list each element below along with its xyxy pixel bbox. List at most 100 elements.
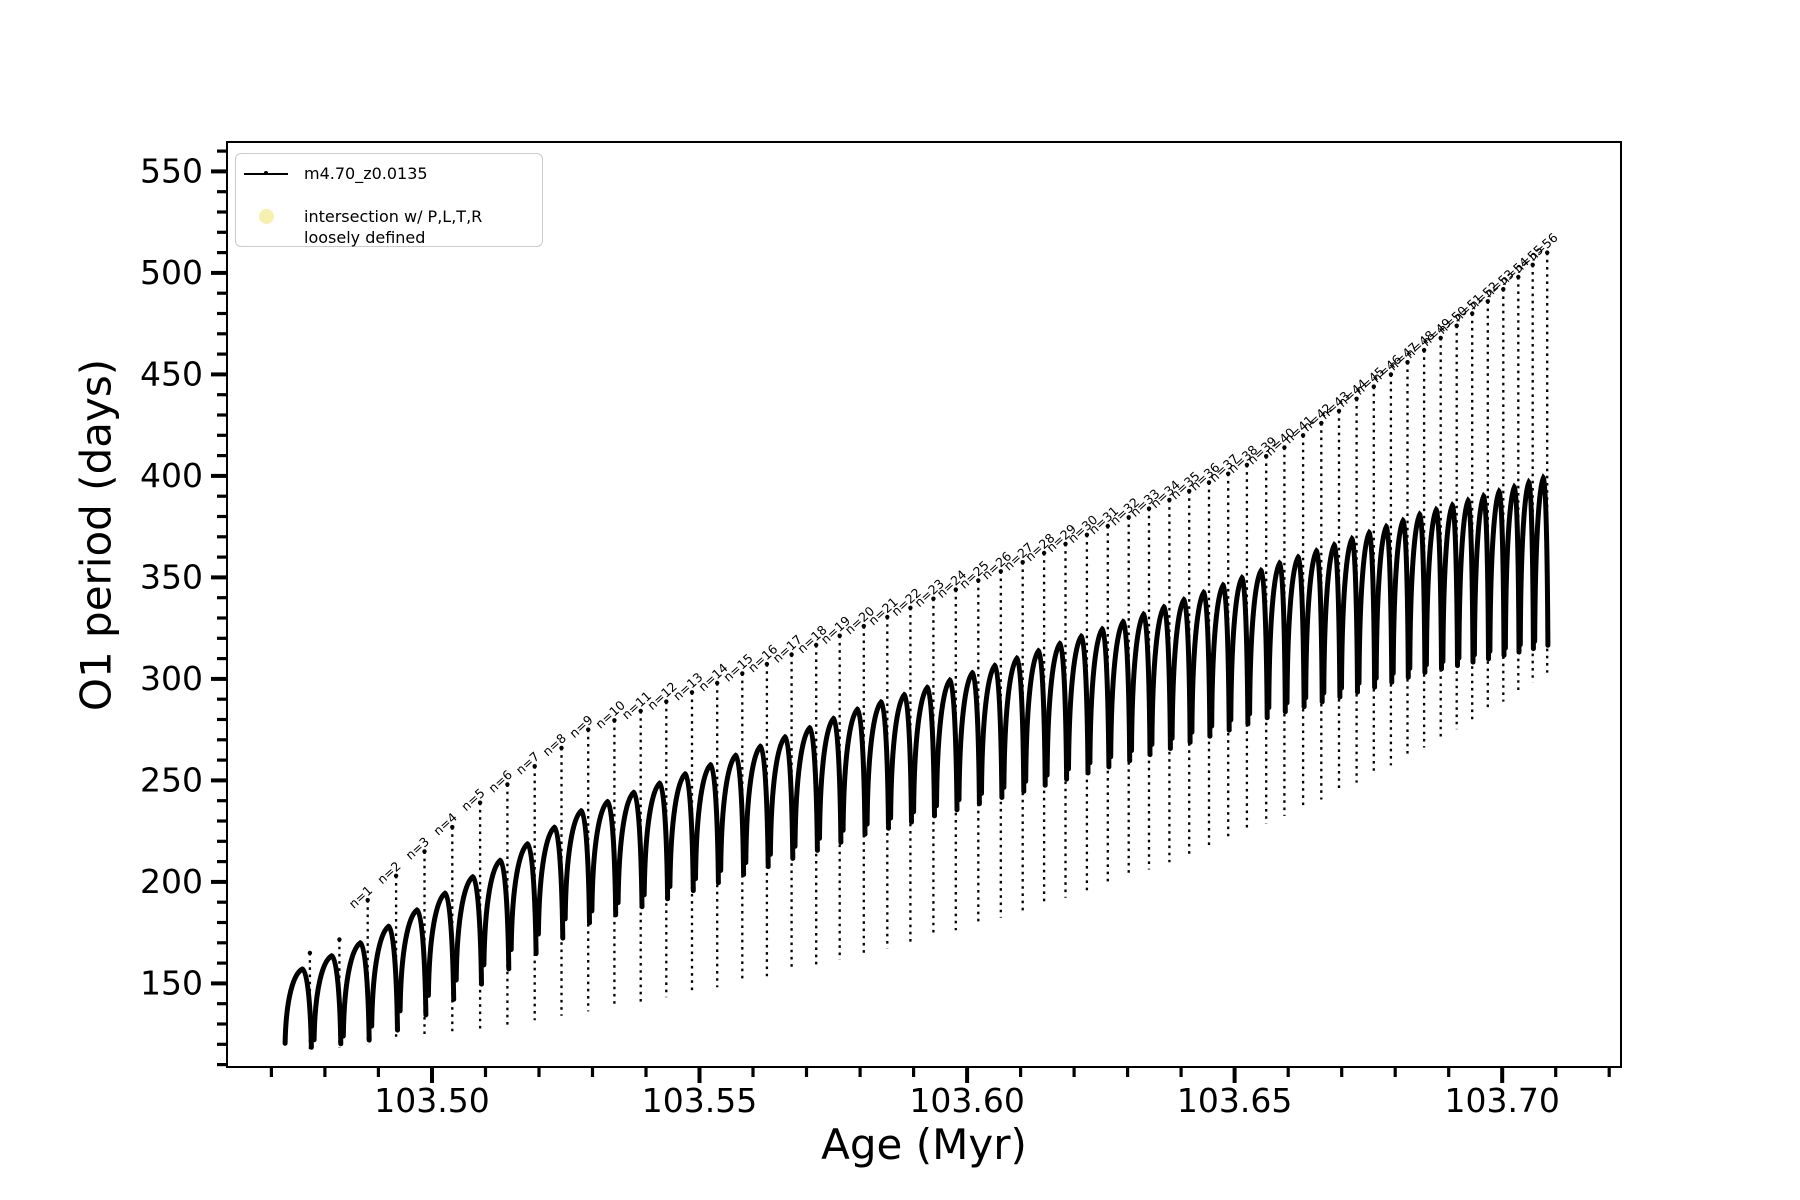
legend: m4.70_z0.0135 intersection w/ P,L,T,R lo… <box>235 153 543 247</box>
spike-top-marker <box>1126 515 1131 520</box>
spike-top-marker <box>612 718 617 723</box>
cycle-arc <box>1373 522 1395 685</box>
spike-top-marker <box>1501 287 1506 292</box>
cycle-arc <box>817 715 844 845</box>
y-tick-label: 300 <box>140 659 203 698</box>
cycle-arc <box>425 890 457 1002</box>
spike-top-marker <box>586 727 591 732</box>
spike-top-marker <box>1336 408 1342 414</box>
spike-top-marker <box>365 897 370 903</box>
legend-intersection-label: intersection w/ P,L,T,R loosely defined <box>304 206 482 248</box>
cycle-arc <box>840 706 868 837</box>
spike-top-marker <box>1105 523 1111 529</box>
spike-top-marker <box>505 782 510 787</box>
cycle-arc <box>911 684 937 819</box>
spike-top-marker <box>1206 480 1212 485</box>
cycle-arc <box>1321 540 1343 700</box>
spike-top-marker <box>976 578 981 583</box>
cycle-annotation: n=5 <box>458 785 488 814</box>
spike-top-marker <box>559 745 564 751</box>
spike-top-marker <box>1146 506 1152 511</box>
y-tick-label: 150 <box>140 963 203 1002</box>
spike-top-marker <box>1454 323 1459 328</box>
x-tick-label: 103.65 <box>1177 1081 1292 1120</box>
spike-top-marker <box>1020 560 1025 565</box>
spike-top-marker <box>477 800 483 805</box>
cycle-arc <box>535 824 566 941</box>
cycle-annotation: n=1 <box>346 883 376 912</box>
y-tick-label: 350 <box>140 557 203 596</box>
cycle-arc <box>562 807 592 926</box>
cycle-arc <box>718 752 747 877</box>
spike-top-marker <box>393 873 399 878</box>
legend-intersection-line1: intersection w/ P,L,T,R <box>304 207 483 226</box>
y-tick-label: 200 <box>140 862 203 901</box>
cycle-arc <box>1149 603 1173 751</box>
spike-top-marker <box>908 605 913 610</box>
cycle-arc <box>1108 618 1133 764</box>
cycle-arc <box>508 841 539 957</box>
spike-top-marker <box>953 587 958 592</box>
spike-top-marker <box>1319 420 1324 426</box>
cycle-arc <box>1423 505 1444 672</box>
cycle-annotation: n=4 <box>430 810 460 839</box>
cycle-arc <box>792 724 820 853</box>
spike-top-marker <box>837 633 842 638</box>
y-tick-label: 400 <box>140 456 203 495</box>
spike-top-marker <box>764 661 770 667</box>
x-tick-label: 103.55 <box>642 1081 757 1120</box>
cycle-annotation: n=6 <box>485 767 515 796</box>
spike-top-marker <box>1516 274 1521 280</box>
cycle-arc <box>615 789 645 910</box>
spike-top-marker <box>861 623 866 629</box>
legend-intersection-line2: loosely defined <box>304 228 426 247</box>
legend-circle-icon <box>259 209 274 224</box>
cycle-arc <box>864 698 891 831</box>
cycle-arc <box>1532 473 1551 648</box>
cycle-arc <box>1129 610 1153 758</box>
spike-top-marker <box>931 596 936 601</box>
spike-top-marker <box>1264 454 1269 459</box>
spike-top-marker <box>1187 488 1192 494</box>
spike-top-marker <box>1244 462 1250 468</box>
cycle-arc <box>956 669 982 807</box>
cycle-arc <box>481 857 512 972</box>
spike-top-marker <box>664 699 669 704</box>
legend-series-label: m4.70_z0.0135 <box>304 164 428 183</box>
spike-top-marker <box>1405 360 1410 365</box>
cycle-arc <box>1087 625 1112 770</box>
spike-top-marker <box>814 642 819 648</box>
cycle-arc <box>934 676 960 813</box>
x-tick-label: 103.60 <box>909 1081 1024 1120</box>
spike-top-marker <box>1167 497 1172 503</box>
cycle-arc <box>1066 632 1091 776</box>
y-tick-label: 500 <box>140 253 203 292</box>
cycle-arc <box>743 743 771 870</box>
spike-top-marker <box>1041 550 1047 556</box>
cycle-annotation: n=3 <box>402 834 432 863</box>
cycle-arc <box>340 940 372 1043</box>
spike-top-marker <box>337 937 342 942</box>
spike-top-marker <box>307 950 313 956</box>
cycle-arc <box>589 798 619 918</box>
cycle-arc <box>1023 647 1048 788</box>
cycle-arc <box>1189 588 1213 739</box>
spike-top-marker <box>1438 335 1443 341</box>
spike-top-marker <box>1485 299 1491 304</box>
cycle-arc <box>1247 566 1270 721</box>
spike-top-marker <box>715 680 720 686</box>
spike-top-marker <box>1545 250 1550 255</box>
cycle-arc <box>1356 528 1378 690</box>
cycle-arc <box>1471 491 1491 662</box>
axes-spines <box>226 141 1622 1068</box>
spike-top-marker <box>885 614 890 620</box>
spike-top-marker <box>1421 347 1427 353</box>
spike-top-marker <box>422 849 427 854</box>
cycle-arc <box>1456 496 1476 665</box>
cycle-annotation: n=9 <box>566 712 596 741</box>
cycle-arc <box>453 873 484 987</box>
spike-top-marker <box>638 708 643 714</box>
spike-top-marker <box>789 652 794 657</box>
